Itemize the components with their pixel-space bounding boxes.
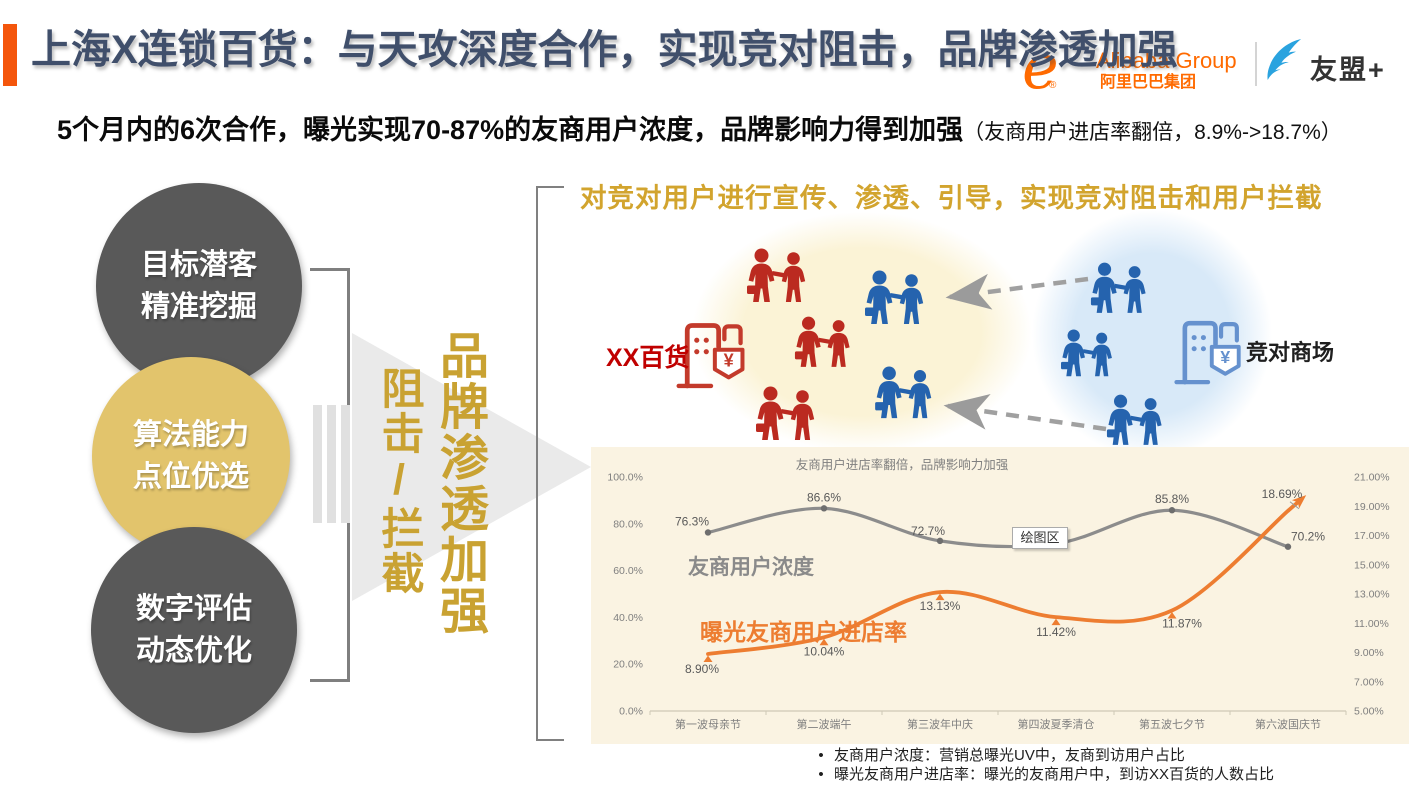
series-label-entry-rate: 曝光友商用户进店率 [700,619,907,645]
umeng-bird-icon [1267,39,1302,81]
circle-line2: 点位优选 [132,461,249,493]
alibaba-cn-text: 阿里巴巴集团 [1100,74,1197,91]
vertical-text-sub: 阻击/拦截 [375,366,423,596]
competitor-halo [1032,210,1272,451]
line-chart[interactable]: 友商用户进店率翻倍，品牌影响力加强 0.0% 20.0% 40.0% 60.0% 80.0… [591,447,1409,744]
plot-area-tooltip: 绘图区 [1012,527,1068,549]
right-axis-tick: 15.00% [1354,559,1390,571]
right-axis-tick: 5.00% [1354,706,1384,718]
series-line-0 [706,506,1290,549]
marker [936,537,944,545]
label-caret [1051,618,1061,626]
data-label: 10.04% [804,644,845,658]
xx-store-label: XX百货 [606,344,690,372]
data-label: 76.3% [675,514,709,528]
flow-bar-1 [313,405,322,523]
line-arrowhead [1291,495,1307,509]
series-label-concentration: 友商用户浓度 [688,556,814,579]
data-label: 18.69% [1262,487,1303,501]
left-axis-tick: 60.0% [613,565,643,577]
alibaba-registered-icon: ® [1049,80,1057,91]
process-circle-algorithm: 算法能力 点位优选 [92,357,290,555]
circle-line2: 精准挖掘 [140,291,257,323]
alibaba-swoosh-icon: e [1022,30,1059,103]
x-axis-label: 第六波国庆节 [1255,717,1321,731]
data-label: 13.13% [920,599,961,613]
data-label: 11.87% [1162,617,1202,631]
right-axis-tick: 19.00% [1354,501,1390,513]
vertical-text-main: 品牌渗透加强 [433,330,487,636]
subtitle: 5个月内的6次合作，曝光实现70-87%的友商用户浓度，品牌影响力得到加强（友商… [57,108,1387,147]
subtitle-main: 5个月内的6次合作，曝光实现70-87%的友商用户浓度，品牌影响力得到加强 [57,115,964,145]
data-label: 85.8% [1155,492,1189,506]
left-axis-tick: 20.0% [613,659,643,671]
left-axis-tick: 40.0% [613,612,643,624]
data-label: 86.6% [807,490,841,504]
competitor-store-label: 竞对商场 [1246,340,1335,365]
alibaba-group-text: Alibaba Group [1096,48,1237,73]
left-axis-tick: 80.0% [613,518,643,530]
data-label: 72.7% [911,524,945,538]
label-caret [703,655,713,662]
marker [1168,507,1176,514]
x-axis-label: 第四波夏季清仓 [1018,717,1095,731]
x-axis-label: 第五波七夕节 [1139,717,1205,731]
bullet-icon: • [818,747,824,764]
right-axis-tick: 7.00% [1354,676,1384,688]
xx-store-halo [692,212,1032,451]
marker [704,529,712,536]
right-axis-tick: 13.00% [1354,589,1390,601]
marker [820,505,828,512]
right-panel-bracket [536,186,564,741]
dashed-arrow-bottom [943,394,1107,432]
label-caret [935,593,945,601]
circle-line1: 目标潜客 [140,249,257,281]
data-label: 8.90% [685,662,719,676]
page-title: 上海X连锁百货：与天攻深度合作，实现竞对阻击，品牌渗透加强 [31,28,1178,72]
flow-bar-2 [327,405,336,523]
label-caret [1167,612,1177,619]
header-divider [1255,42,1257,86]
x-axis-label: 第二波端午 [797,717,852,731]
chart-panel: 友商用户进店率翻倍，品牌影响力加强 0.0% 20.0% 40.0% 60.0% 80.0… [591,447,1409,744]
title-accent-bar [3,24,17,86]
umeng-brand-text: 友盟+ [1310,55,1386,85]
right-panel-heading: 对竞对用户进行宣传、渗透、引导，实现竞对阻击和用户拦截 [580,183,1323,213]
process-circle-target-mining: 目标潜客 精准挖掘 [96,183,302,389]
circle-line2: 动态优化 [135,635,252,667]
subtitle-note: （友商用户进店率翻倍，8.9%->18.7%） [963,121,1342,144]
left-axis-tick: 100.0% [607,472,643,484]
chart-title: 友商用户进店率翻倍，品牌影响力加强 [796,457,1009,472]
footnote-list: • 友商用户浓度：营销总曝光UV中，友商到访用户占比 • 曝光友商用户进店率：曝光的… [808,746,1408,784]
flow-bar-3 [341,405,350,523]
right-axis-tick: 21.00% [1354,472,1390,484]
footnote-item: • 友商用户浓度：营销总曝光UV中，友商到访用户占比 [808,746,1408,765]
label-caret [819,638,829,646]
footnote-item: • 曝光友商用户进店率：曝光的友商用户中，到访XX百货的人数占比 [808,765,1408,784]
right-axis-tick: 9.00% [1354,647,1384,659]
bullet-icon: • [818,766,824,783]
circle-line1: 算法能力 [132,419,249,451]
series-line-1 [706,508,1290,656]
dashed-arrow-top [945,273,1089,310]
data-label: 11.42% [1036,625,1076,639]
crowd-illustration: ¥ [560,210,1272,451]
x-axis-label: 第一波母亲节 [675,717,741,731]
left-axis-tick: 0.0% [619,706,643,718]
right-axis-tick: 17.00% [1354,530,1390,542]
circle-line1: 数字评估 [135,593,252,625]
marker [1284,543,1292,550]
data-label: 70.2% [1291,530,1325,544]
x-axis-label: 第三波年中庆 [907,717,973,731]
right-axis-tick: 11.00% [1354,618,1389,630]
process-circle-evaluation: 数字评估 动态优化 [91,527,297,733]
